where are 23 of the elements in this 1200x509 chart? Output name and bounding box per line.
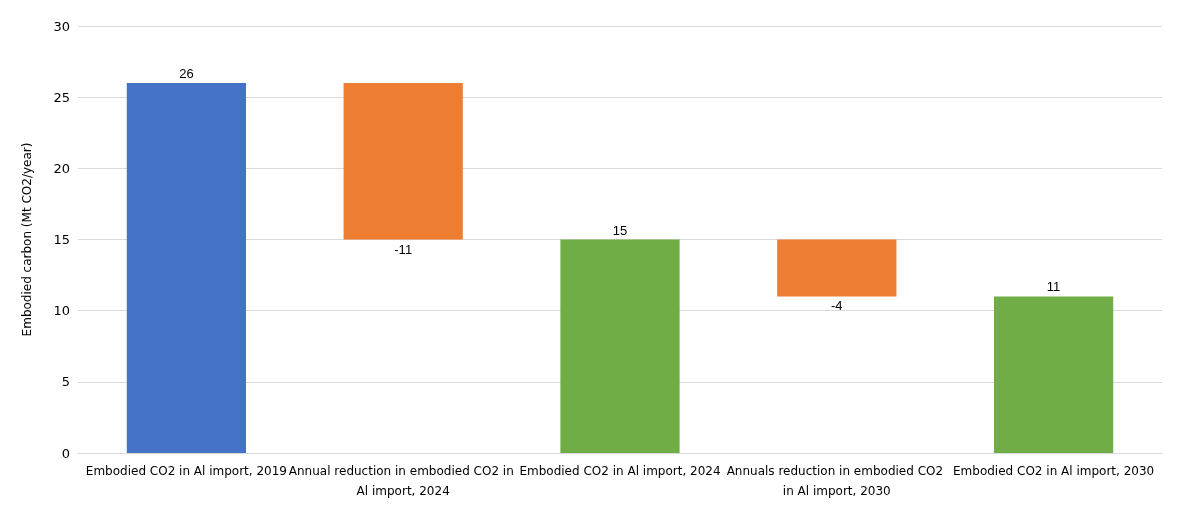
- y-tick-label: 5: [61, 374, 70, 390]
- data-label: -11: [394, 241, 413, 257]
- y-tick-label: 30: [53, 18, 70, 34]
- y-tick-label: 25: [53, 89, 70, 105]
- data-label: -4: [831, 298, 843, 314]
- data-label: 15: [612, 222, 628, 238]
- x-tick-label: Annual reduction in embodied CO2 in Al import, 2024: [288, 464, 518, 498]
- x-tick-label: Embodied CO2 in Al import, 2019: [85, 464, 287, 478]
- bar: [777, 239, 897, 297]
- data-label: 26: [179, 65, 194, 81]
- bar: [343, 82, 463, 240]
- y-tick-label: 15: [53, 232, 70, 247]
- data-label: 11: [1046, 279, 1061, 295]
- y-axis-title: Embodied carbon (Mt CO2/year): [20, 142, 34, 337]
- bar: [993, 296, 1114, 453]
- x-tick-label: Embodied CO2 in Al import, 2024: [519, 464, 721, 478]
- bar: [560, 239, 680, 453]
- x-tick-label: Annuals reduction in embodied CO2 in Al import, 2030: [726, 464, 947, 498]
- x-tick-label: Embodied CO2 in Al import, 2030: [953, 464, 1155, 478]
- y-tick-label: 20: [53, 160, 70, 176]
- y-tick-label: 0: [61, 445, 70, 461]
- y-tick-label: 10: [53, 303, 70, 319]
- bar: [126, 82, 247, 453]
